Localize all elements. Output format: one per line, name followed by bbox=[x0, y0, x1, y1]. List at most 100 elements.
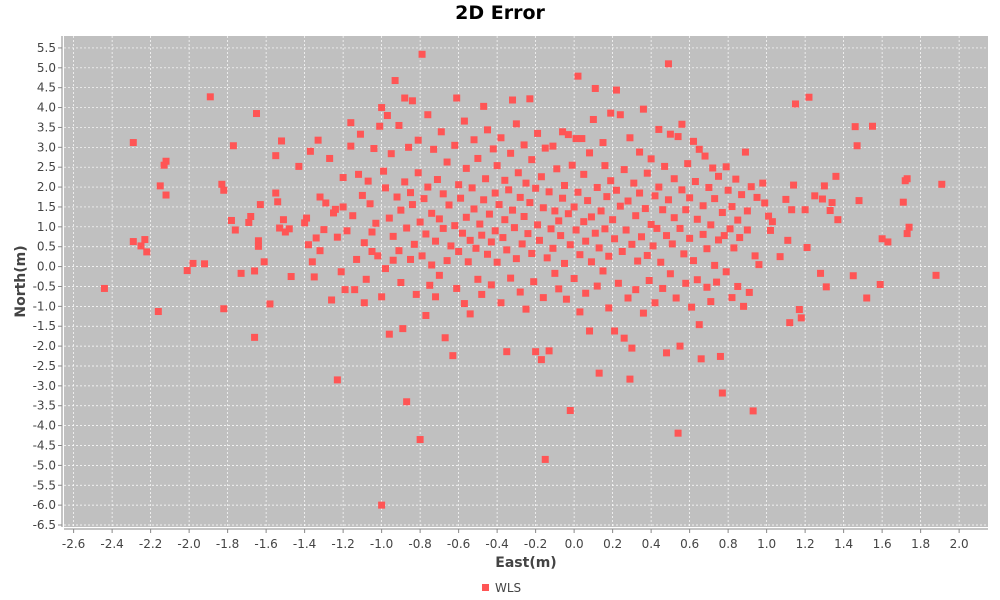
data-point bbox=[378, 104, 386, 112]
data-point bbox=[591, 84, 599, 92]
data-point bbox=[572, 226, 580, 234]
data-point bbox=[349, 212, 357, 220]
data-point bbox=[647, 155, 655, 163]
data-point bbox=[597, 207, 605, 215]
data-point bbox=[599, 139, 607, 147]
data-point bbox=[453, 94, 461, 102]
data-point bbox=[659, 284, 667, 292]
data-point bbox=[545, 347, 553, 355]
data-point bbox=[766, 226, 774, 234]
data-point bbox=[347, 119, 355, 127]
data-point bbox=[129, 238, 137, 246]
data-point bbox=[678, 120, 686, 128]
data-point bbox=[645, 277, 653, 285]
data-point bbox=[378, 501, 386, 509]
data-point bbox=[537, 173, 545, 181]
data-point bbox=[707, 298, 715, 306]
data-point bbox=[356, 130, 364, 138]
data-point bbox=[343, 227, 351, 235]
data-point bbox=[509, 206, 517, 214]
data-point bbox=[518, 240, 526, 248]
data-point bbox=[381, 265, 389, 273]
data-point bbox=[628, 240, 636, 248]
data-point bbox=[522, 305, 530, 313]
chart-title: 2D Error bbox=[455, 2, 545, 24]
data-point bbox=[711, 261, 719, 269]
data-point bbox=[572, 135, 580, 143]
data-point bbox=[626, 134, 634, 142]
data-point bbox=[534, 221, 542, 229]
data-point bbox=[310, 273, 318, 281]
data-point bbox=[674, 429, 682, 437]
x-tick-label: -1.2 bbox=[331, 537, 354, 551]
data-point bbox=[728, 294, 736, 302]
data-point bbox=[564, 210, 572, 218]
data-point bbox=[489, 145, 497, 153]
data-point bbox=[312, 234, 320, 242]
data-point bbox=[380, 167, 388, 175]
data-point bbox=[759, 179, 767, 187]
data-point bbox=[387, 150, 395, 158]
x-tick-label: -1.0 bbox=[370, 537, 393, 551]
y-tick-label: 0.5 bbox=[37, 240, 56, 254]
data-point bbox=[699, 230, 707, 238]
data-point bbox=[903, 230, 911, 238]
data-point bbox=[509, 96, 517, 104]
data-point bbox=[337, 268, 345, 276]
data-point bbox=[539, 204, 547, 212]
data-point bbox=[555, 217, 563, 225]
data-point bbox=[768, 218, 776, 226]
data-point bbox=[541, 144, 549, 152]
data-point bbox=[516, 288, 524, 296]
data-point bbox=[410, 240, 418, 248]
data-point bbox=[360, 299, 368, 307]
data-point bbox=[485, 210, 493, 218]
data-point bbox=[803, 244, 811, 252]
grid-lines bbox=[64, 36, 988, 527]
data-point bbox=[655, 125, 663, 133]
data-point bbox=[651, 299, 659, 307]
y-tick-label: -5.5 bbox=[33, 478, 56, 492]
y-tick-label: 5.0 bbox=[37, 61, 56, 75]
data-point bbox=[795, 306, 803, 314]
data-point bbox=[595, 244, 603, 252]
y-tick-label: -6.0 bbox=[33, 498, 56, 512]
data-point bbox=[549, 142, 557, 150]
data-point bbox=[576, 308, 584, 316]
data-point bbox=[428, 209, 436, 217]
data-point bbox=[266, 300, 274, 308]
data-point bbox=[899, 198, 907, 206]
data-point bbox=[743, 226, 751, 234]
data-point bbox=[532, 348, 540, 356]
data-point bbox=[281, 228, 289, 236]
y-tick-label: -4.5 bbox=[33, 438, 56, 452]
data-point bbox=[487, 238, 495, 246]
data-point bbox=[503, 348, 511, 356]
data-point bbox=[428, 261, 436, 269]
data-point bbox=[393, 193, 401, 201]
data-point bbox=[559, 128, 567, 136]
data-point bbox=[561, 259, 568, 267]
data-point bbox=[586, 327, 594, 335]
data-point bbox=[672, 294, 680, 302]
data-point bbox=[684, 160, 692, 168]
data-point bbox=[649, 242, 657, 250]
data-point bbox=[568, 161, 576, 169]
data-point bbox=[408, 201, 416, 209]
data-point bbox=[416, 218, 424, 226]
data-point bbox=[761, 199, 769, 207]
data-point bbox=[412, 290, 420, 298]
data-point bbox=[218, 180, 226, 188]
data-point bbox=[639, 309, 647, 317]
y-tick-label: -4.0 bbox=[33, 419, 56, 433]
data-point bbox=[647, 220, 655, 228]
data-point bbox=[869, 122, 876, 130]
data-point bbox=[154, 308, 162, 316]
data-point bbox=[129, 139, 137, 147]
data-point bbox=[484, 250, 491, 258]
data-point bbox=[458, 229, 466, 237]
data-point bbox=[659, 206, 667, 214]
y-tick-label: -5.0 bbox=[33, 458, 56, 472]
data-point bbox=[618, 247, 626, 255]
data-point bbox=[403, 224, 411, 232]
